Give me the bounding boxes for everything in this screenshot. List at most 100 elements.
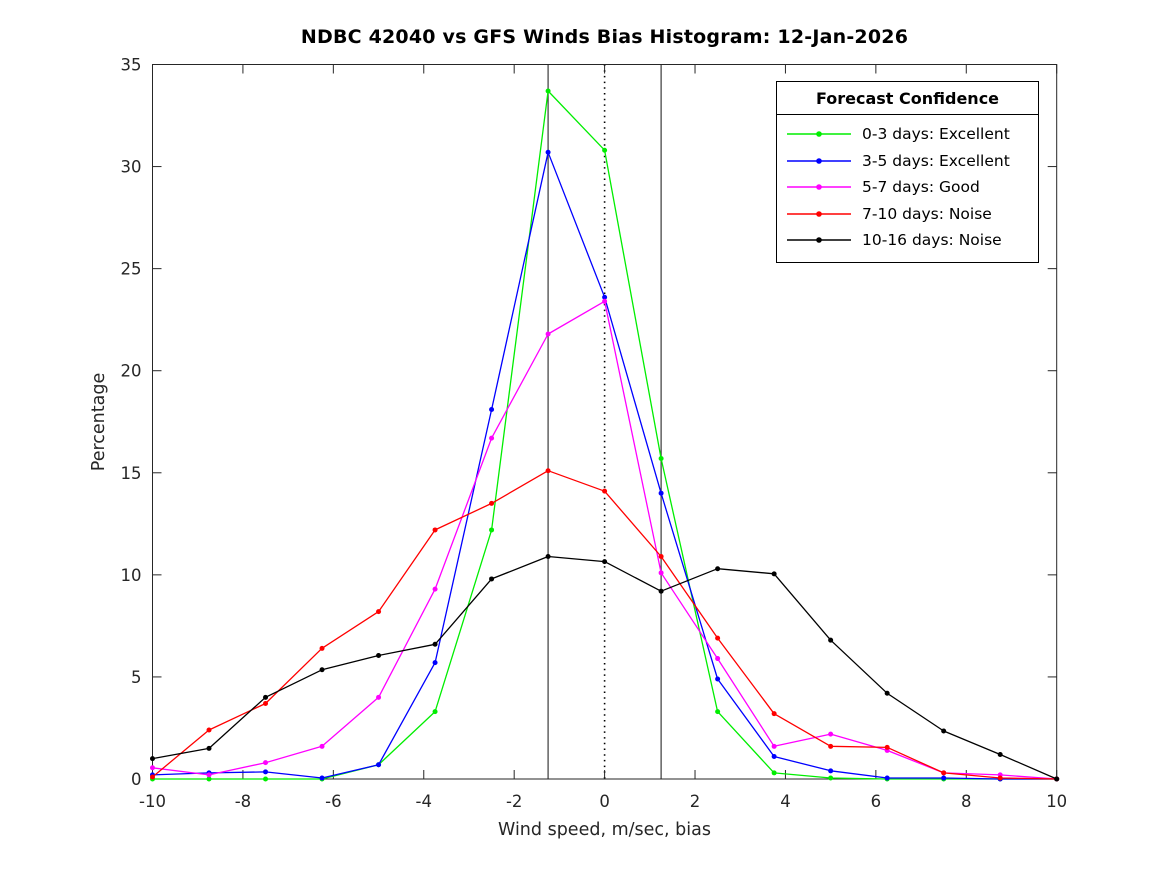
series-1-marker	[319, 775, 325, 781]
series-4-marker	[658, 588, 664, 594]
series-1-marker	[771, 754, 777, 760]
series-2-marker	[263, 760, 269, 766]
series-4-marker	[1054, 776, 1060, 782]
x-tick-label: -8	[235, 792, 251, 811]
series-0-marker	[828, 775, 834, 781]
legend-line-sample-icon	[787, 184, 851, 191]
series-3-marker	[997, 775, 1003, 781]
series-4-marker	[206, 745, 212, 751]
legend-label: 10-16 days: Noise	[862, 231, 1002, 250]
series-3-marker	[828, 743, 834, 749]
legend-item-1: 3-5 days: Excellent	[777, 148, 1038, 175]
series-2-marker	[150, 765, 155, 771]
series-1-marker	[884, 775, 890, 781]
series-3-marker	[432, 527, 438, 533]
legend: Forecast Confidence 0-3 days: Excellent 3…	[776, 81, 1039, 263]
y-tick-label: 15	[121, 464, 142, 483]
x-tick-label: -6	[325, 792, 341, 811]
x-tick-label: 8	[961, 792, 972, 811]
series-4-marker	[771, 571, 777, 577]
series-3-marker	[545, 468, 551, 474]
x-tick-label: 4	[780, 792, 791, 811]
series-3-marker	[941, 770, 947, 776]
series-0-marker	[658, 455, 664, 461]
series-4-marker	[432, 641, 438, 647]
y-tick-label: 35	[121, 56, 142, 75]
series-0-marker	[489, 527, 495, 533]
series-3-marker	[319, 645, 325, 651]
series-0-marker	[771, 770, 777, 776]
x-tick-label: -10	[139, 792, 166, 811]
legend-item-4: 10-16 days: Noise	[777, 227, 1038, 254]
series-2-marker	[771, 743, 777, 749]
series-3-marker	[658, 553, 664, 559]
series-2-marker	[715, 656, 721, 662]
series-1-marker	[941, 775, 947, 781]
x-tick-label: 2	[690, 792, 701, 811]
legend-label: 3-5 days: Excellent	[862, 151, 1010, 170]
series-3-marker	[602, 488, 608, 494]
series-3-marker	[771, 711, 777, 717]
y-tick-label: 0	[131, 770, 142, 789]
legend-item-3: 7-10 days: Noise	[777, 201, 1038, 228]
legend-item-0: 0-3 days: Excellent	[777, 121, 1038, 148]
series-1-marker	[489, 407, 495, 413]
series-1-marker	[658, 490, 664, 496]
chart-title: NDBC 42040 vs GFS Winds Bias Histogram: …	[300, 26, 909, 48]
series-4-marker	[545, 553, 551, 559]
legend-line-sample-icon	[787, 210, 851, 217]
legend-line-sample-icon	[787, 131, 851, 138]
series-4-marker	[602, 559, 608, 565]
y-tick-label: 5	[131, 668, 142, 687]
series-4-marker	[715, 566, 721, 572]
legend-title: Forecast Confidence	[777, 82, 1038, 115]
series-0-marker	[715, 709, 721, 715]
series-1-marker	[602, 294, 608, 300]
series-0-marker	[545, 88, 551, 94]
x-tick-label: 6	[871, 792, 882, 811]
series-4-marker	[884, 690, 890, 696]
series-2-marker	[602, 298, 608, 304]
legend-label: 0-3 days: Excellent	[862, 125, 1010, 144]
series-4-marker	[150, 756, 155, 762]
series-2-marker	[658, 570, 664, 576]
series-3-marker	[150, 774, 155, 780]
x-axis-label: Wind speed, m/sec, bias	[498, 820, 711, 840]
series-3-marker	[715, 635, 721, 641]
legend-item-2: 5-7 days: Good	[777, 174, 1038, 201]
series-1-marker	[263, 769, 269, 775]
x-tick-label: -4	[416, 792, 432, 811]
x-tick-label: 0	[599, 792, 610, 811]
series-3-marker	[489, 500, 495, 506]
series-0-marker	[602, 147, 608, 153]
series-1-marker	[376, 762, 382, 768]
series-1-marker	[432, 660, 438, 666]
y-tick-label: 30	[121, 158, 142, 177]
series-2-marker	[432, 586, 438, 592]
series-3-marker	[884, 744, 890, 750]
legend-line-sample-icon	[787, 237, 851, 244]
series-4-marker	[319, 667, 325, 673]
series-3-marker	[376, 609, 382, 615]
x-tick-label: 10	[1046, 792, 1067, 811]
legend-line-sample-icon	[787, 157, 851, 164]
x-tick-label: -2	[506, 792, 522, 811]
legend-items: 0-3 days: Excellent 3-5 days: Excellent 5-…	[777, 115, 1038, 262]
series-4-marker	[489, 576, 495, 582]
legend-label: 5-7 days: Good	[862, 178, 980, 197]
series-4-marker	[376, 652, 382, 658]
legend-label: 7-10 days: Noise	[862, 204, 992, 223]
series-3-marker	[263, 700, 269, 706]
series-2-marker	[545, 331, 551, 337]
y-tick-label: 10	[121, 566, 142, 585]
series-0-marker	[206, 776, 212, 782]
series-4-marker	[263, 694, 269, 700]
y-tick-label: 25	[121, 260, 142, 279]
series-4-marker	[997, 752, 1003, 758]
series-2-marker	[489, 435, 495, 441]
series-2-marker	[319, 743, 325, 749]
series-1-marker	[545, 149, 551, 155]
series-0-marker	[263, 776, 269, 782]
